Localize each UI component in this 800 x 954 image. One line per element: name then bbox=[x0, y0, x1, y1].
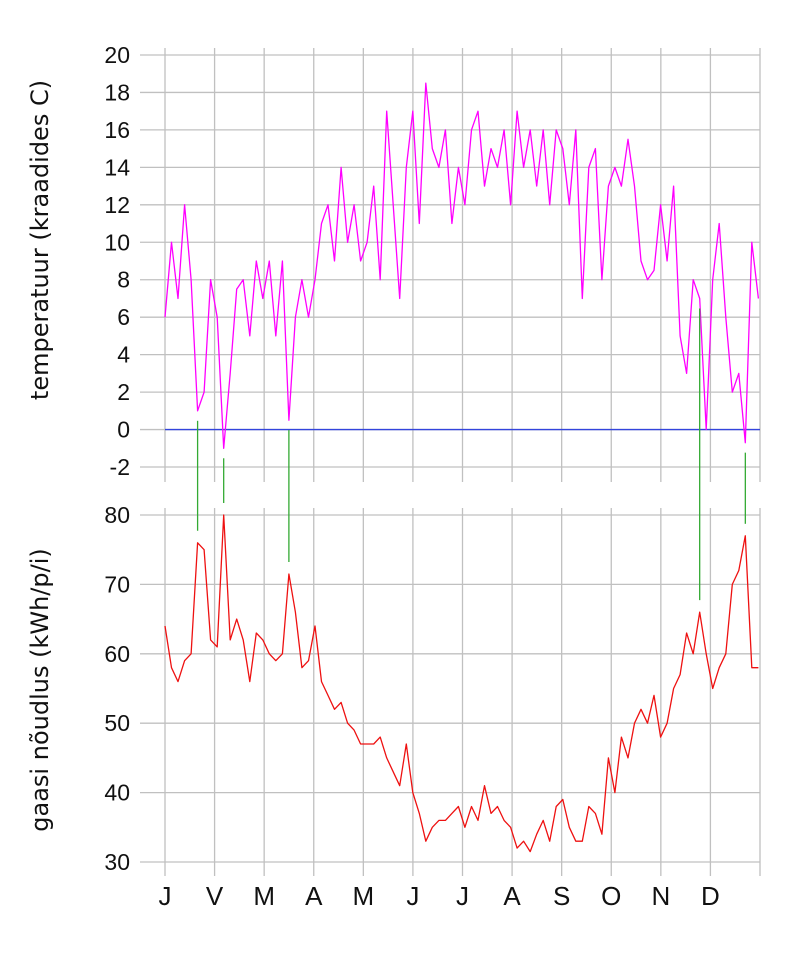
y-tick-label: 14 bbox=[104, 154, 130, 180]
month-label: M bbox=[253, 881, 275, 911]
y-tick-label: 4 bbox=[117, 342, 130, 368]
grid bbox=[140, 48, 761, 876]
month-label: A bbox=[503, 881, 521, 911]
month-label: J bbox=[456, 881, 469, 911]
y-tick-label: 30 bbox=[104, 849, 130, 875]
y-tick-label: 6 bbox=[117, 304, 130, 330]
y-tick-label: 2 bbox=[117, 379, 130, 405]
y-tick-label: -2 bbox=[110, 454, 130, 480]
temperature-line bbox=[164, 82, 760, 449]
y-tick-label: 20 bbox=[104, 42, 130, 68]
y-tick-label: 18 bbox=[104, 79, 130, 105]
month-label: D bbox=[701, 881, 720, 911]
month-label: O bbox=[601, 881, 621, 911]
y-tick-label: 16 bbox=[104, 117, 130, 143]
y-tick-label: 0 bbox=[117, 417, 130, 443]
y-tick-label: 10 bbox=[104, 229, 130, 255]
month-label: J bbox=[406, 881, 419, 911]
y-tick-label: 80 bbox=[104, 502, 130, 528]
series bbox=[164, 82, 760, 853]
y-tick-label: 60 bbox=[104, 641, 130, 667]
month-label: N bbox=[651, 881, 670, 911]
y-tick-label: 8 bbox=[117, 267, 130, 293]
gas-demand-line bbox=[164, 514, 759, 853]
month-label: A bbox=[305, 881, 323, 911]
y-tick-label: 50 bbox=[104, 710, 130, 736]
month-label: V bbox=[206, 881, 224, 911]
y-tick-label: 12 bbox=[104, 192, 130, 218]
month-label: M bbox=[352, 881, 374, 911]
temperature-axis-label: temperatuur (kraadides C) bbox=[26, 80, 54, 400]
y-tick-label: 40 bbox=[104, 780, 130, 806]
y-tick-label: 70 bbox=[104, 571, 130, 597]
month-label: J bbox=[159, 881, 172, 911]
gas-axis-label: gaasi nõudlus (kWh/p/i) bbox=[26, 548, 54, 831]
month-label: S bbox=[553, 881, 570, 911]
